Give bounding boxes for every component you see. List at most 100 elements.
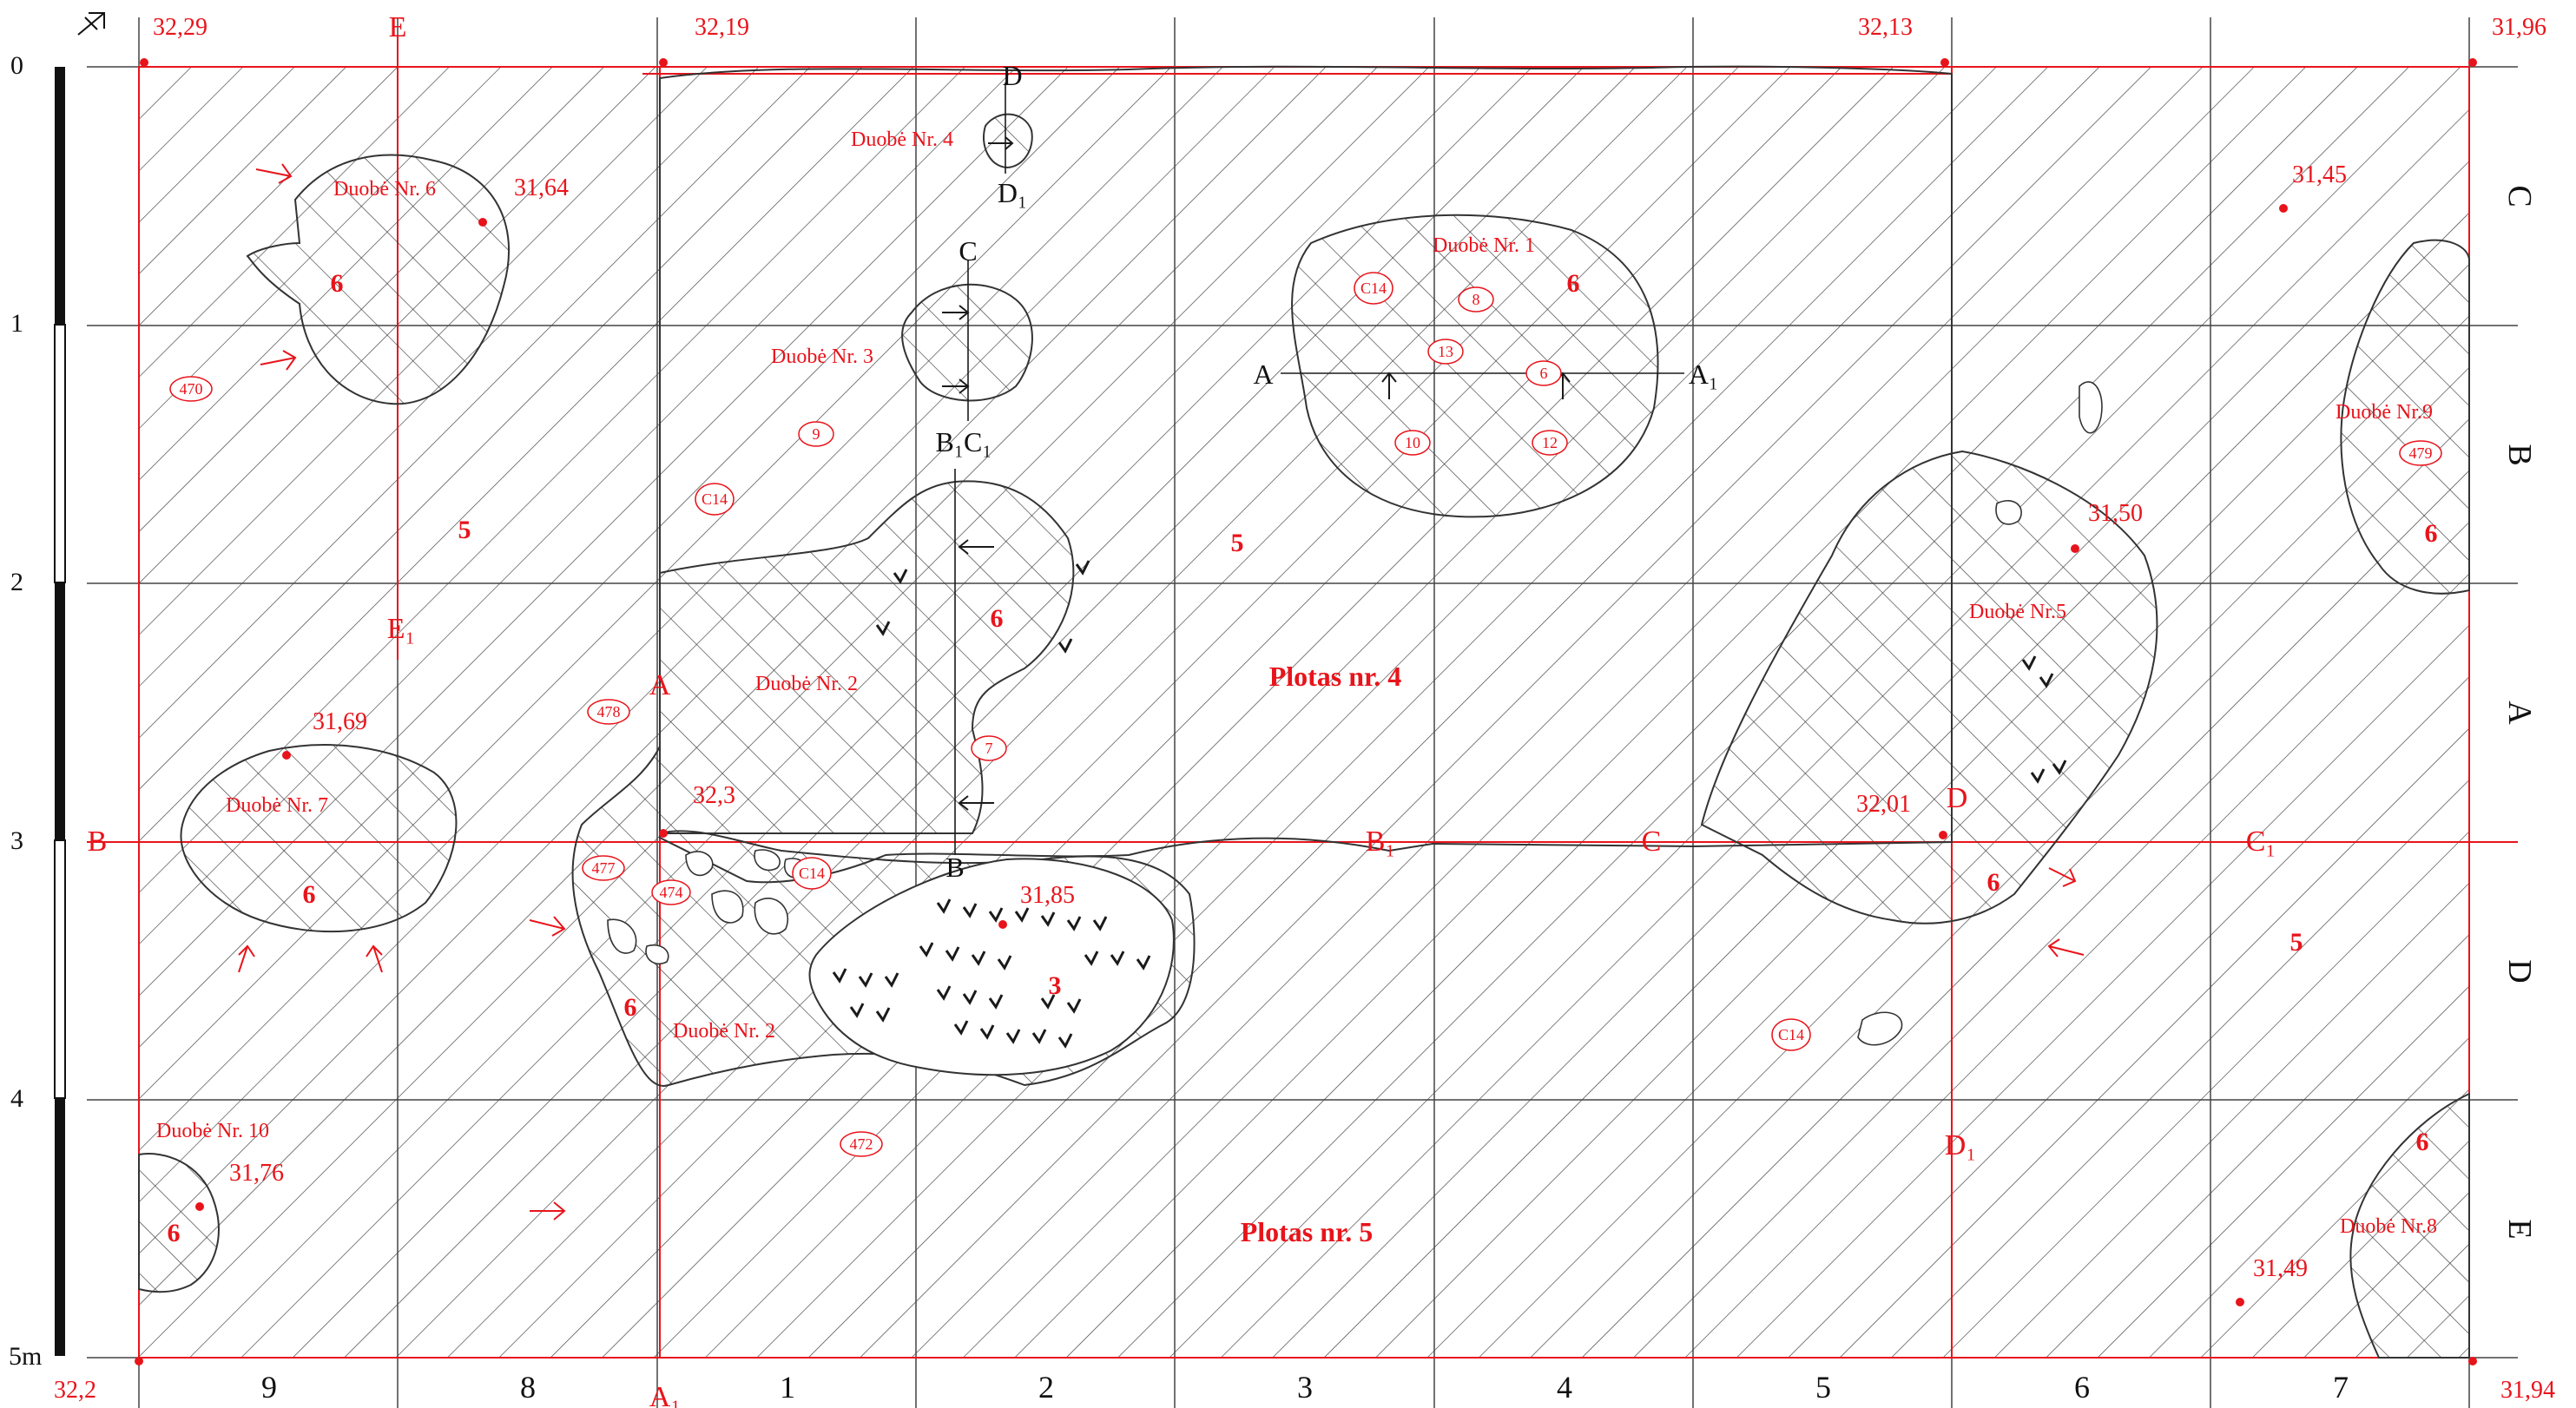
- pit-label: Duobė Nr. 3: [771, 345, 873, 368]
- section-marker: D: [1002, 60, 1022, 91]
- elevation-label: 31,85: [1020, 882, 1075, 909]
- plot-4-boundary: [659, 65, 1953, 884]
- elevation-label: 31,94: [2500, 1377, 2555, 1404]
- layer-label: 6: [303, 880, 316, 909]
- layer-label: 6: [331, 269, 344, 298]
- find-tag-text: 8: [1472, 291, 1480, 308]
- north-arrow-icon: [77, 12, 105, 36]
- row-label: E: [2501, 1219, 2538, 1239]
- elevation-labels: 32,29 32,19 32,13 31,96 32,2 31,94 31,64…: [54, 14, 2555, 1404]
- section-marker: E: [389, 11, 407, 43]
- find-tag-text: 472: [850, 1135, 873, 1153]
- column-label: 8: [520, 1370, 536, 1405]
- section-marker: A: [1253, 359, 1273, 390]
- pit-label: Duobė Nr. 7: [226, 794, 328, 817]
- scale-label: 0: [10, 51, 23, 80]
- pit-10: [138, 1153, 220, 1293]
- elevation-points: [135, 58, 2477, 1365]
- elevation-label: 32,3: [693, 782, 735, 809]
- row-label: A: [2501, 701, 2538, 725]
- find-tag-labels: 470 472 474 477 478 479 C14 C14 C14 C14 …: [180, 280, 2433, 1153]
- find-tag-text: 474: [660, 884, 683, 901]
- find-tag-text: 478: [597, 703, 621, 720]
- find-tag-text: 9: [813, 425, 820, 443]
- section-markers-red: E E₁ A A₁ B B₁ C C₁ D D₁: [88, 11, 2276, 1408]
- find-tag-text: 12: [1542, 434, 1558, 451]
- section-marker: B₁: [1366, 826, 1396, 858]
- row-labels: C B A D E: [2501, 185, 2538, 1239]
- layer-label: 6: [2425, 519, 2438, 548]
- elevation-label: 32,19: [695, 14, 749, 41]
- pit-label: Duobė Nr.5: [1969, 601, 2066, 623]
- column-labels: 9 8 1 2 3 4 5 6 7: [261, 1370, 2349, 1405]
- section-marker: B₁C₁: [936, 426, 992, 457]
- section-marker: A: [649, 669, 671, 701]
- find-tag-text: C14: [1778, 1026, 1804, 1043]
- find-tag-text: 10: [1405, 434, 1420, 451]
- section-marker: A₁: [1689, 359, 1718, 390]
- find-tag-text: C14: [799, 865, 825, 882]
- elevation-label: 32,01: [1856, 791, 1911, 818]
- section-marker: C₁: [2246, 826, 2276, 858]
- section-marker: D: [1947, 782, 1968, 814]
- pit-1: [1291, 214, 1659, 518]
- scale-bar-labels: 0 1 2 3 4 5m: [9, 51, 42, 1371]
- layer-label: 3: [1049, 971, 1062, 1000]
- pit-8: [2349, 1092, 2470, 1359]
- column-label: 1: [780, 1370, 795, 1405]
- layer-label: 5: [458, 516, 471, 544]
- plot-titles: Plotas nr. 4 Plotas nr. 5: [1241, 661, 1402, 1247]
- column-label: 4: [1557, 1370, 1572, 1405]
- elevation-label: 32,29: [153, 14, 208, 41]
- elevation-label: 31,64: [514, 174, 569, 201]
- section-marker: B: [88, 826, 108, 858]
- plot-4-title: Plotas nr. 4: [1269, 661, 1402, 692]
- pit-2: [659, 480, 1075, 834]
- section-marker: C: [1642, 826, 1662, 858]
- layer-label: 6: [2416, 1128, 2429, 1156]
- elevation-label: 31,45: [2292, 161, 2347, 188]
- section-marker: E₁: [387, 613, 416, 645]
- charcoal-marks: [832, 560, 2067, 1049]
- elevation-label: 32,13: [1858, 14, 1913, 41]
- layer-label: 6: [624, 993, 637, 1022]
- scale-label: 5m: [9, 1342, 42, 1371]
- pit-4: [983, 113, 1033, 169]
- elevation-label: 31,49: [2253, 1255, 2308, 1282]
- pit-label: Duobė Nr. 2: [673, 1020, 775, 1043]
- pit-label: Duobė Nr.8: [2340, 1215, 2437, 1238]
- pit-label: Duobė Nr. 1: [1433, 234, 1535, 257]
- pit-3: [901, 283, 1033, 402]
- plot-5-title: Plotas nr. 5: [1241, 1216, 1374, 1247]
- pit-label: Duobė Nr. 10: [156, 1120, 269, 1142]
- column-label: 2: [1038, 1370, 1054, 1405]
- section-marker: C: [959, 235, 977, 266]
- column-label: 6: [2074, 1370, 2090, 1405]
- column-label: 9: [261, 1370, 277, 1405]
- row-label: D: [2501, 959, 2538, 983]
- pit-labels: Duobė Nr. 1 Duobė Nr. 2 Duobė Nr. 2 Duob…: [156, 128, 2437, 1238]
- pit-label: Duobė Nr. 6: [333, 178, 436, 201]
- elevation-label: 31,69: [313, 708, 367, 735]
- pit-label: Duobė Nr. 2: [755, 673, 858, 695]
- pit-7: [180, 744, 458, 933]
- scale-label: 1: [10, 309, 23, 338]
- elevation-label: 31,76: [229, 1160, 284, 1187]
- pit-5: [1700, 450, 2158, 924]
- find-tag-text: 479: [2409, 444, 2433, 462]
- layer-label: 6: [1567, 269, 1580, 298]
- column-label: 7: [2333, 1370, 2349, 1405]
- scale-label: 4: [10, 1084, 23, 1113]
- arrows: [238, 163, 2085, 1220]
- find-tag-text: C14: [702, 490, 728, 508]
- find-tags: [169, 272, 2442, 1157]
- section-marker: D₁: [1945, 1129, 1976, 1161]
- scale-bar: [54, 67, 66, 1356]
- layer-label: 6: [1987, 868, 2000, 897]
- section-marker: B: [945, 852, 964, 883]
- column-label: 3: [1297, 1370, 1313, 1405]
- layer-label: 5: [1231, 529, 1244, 557]
- section-marker: A₁: [649, 1381, 681, 1408]
- layer-3-area: [808, 858, 1175, 1076]
